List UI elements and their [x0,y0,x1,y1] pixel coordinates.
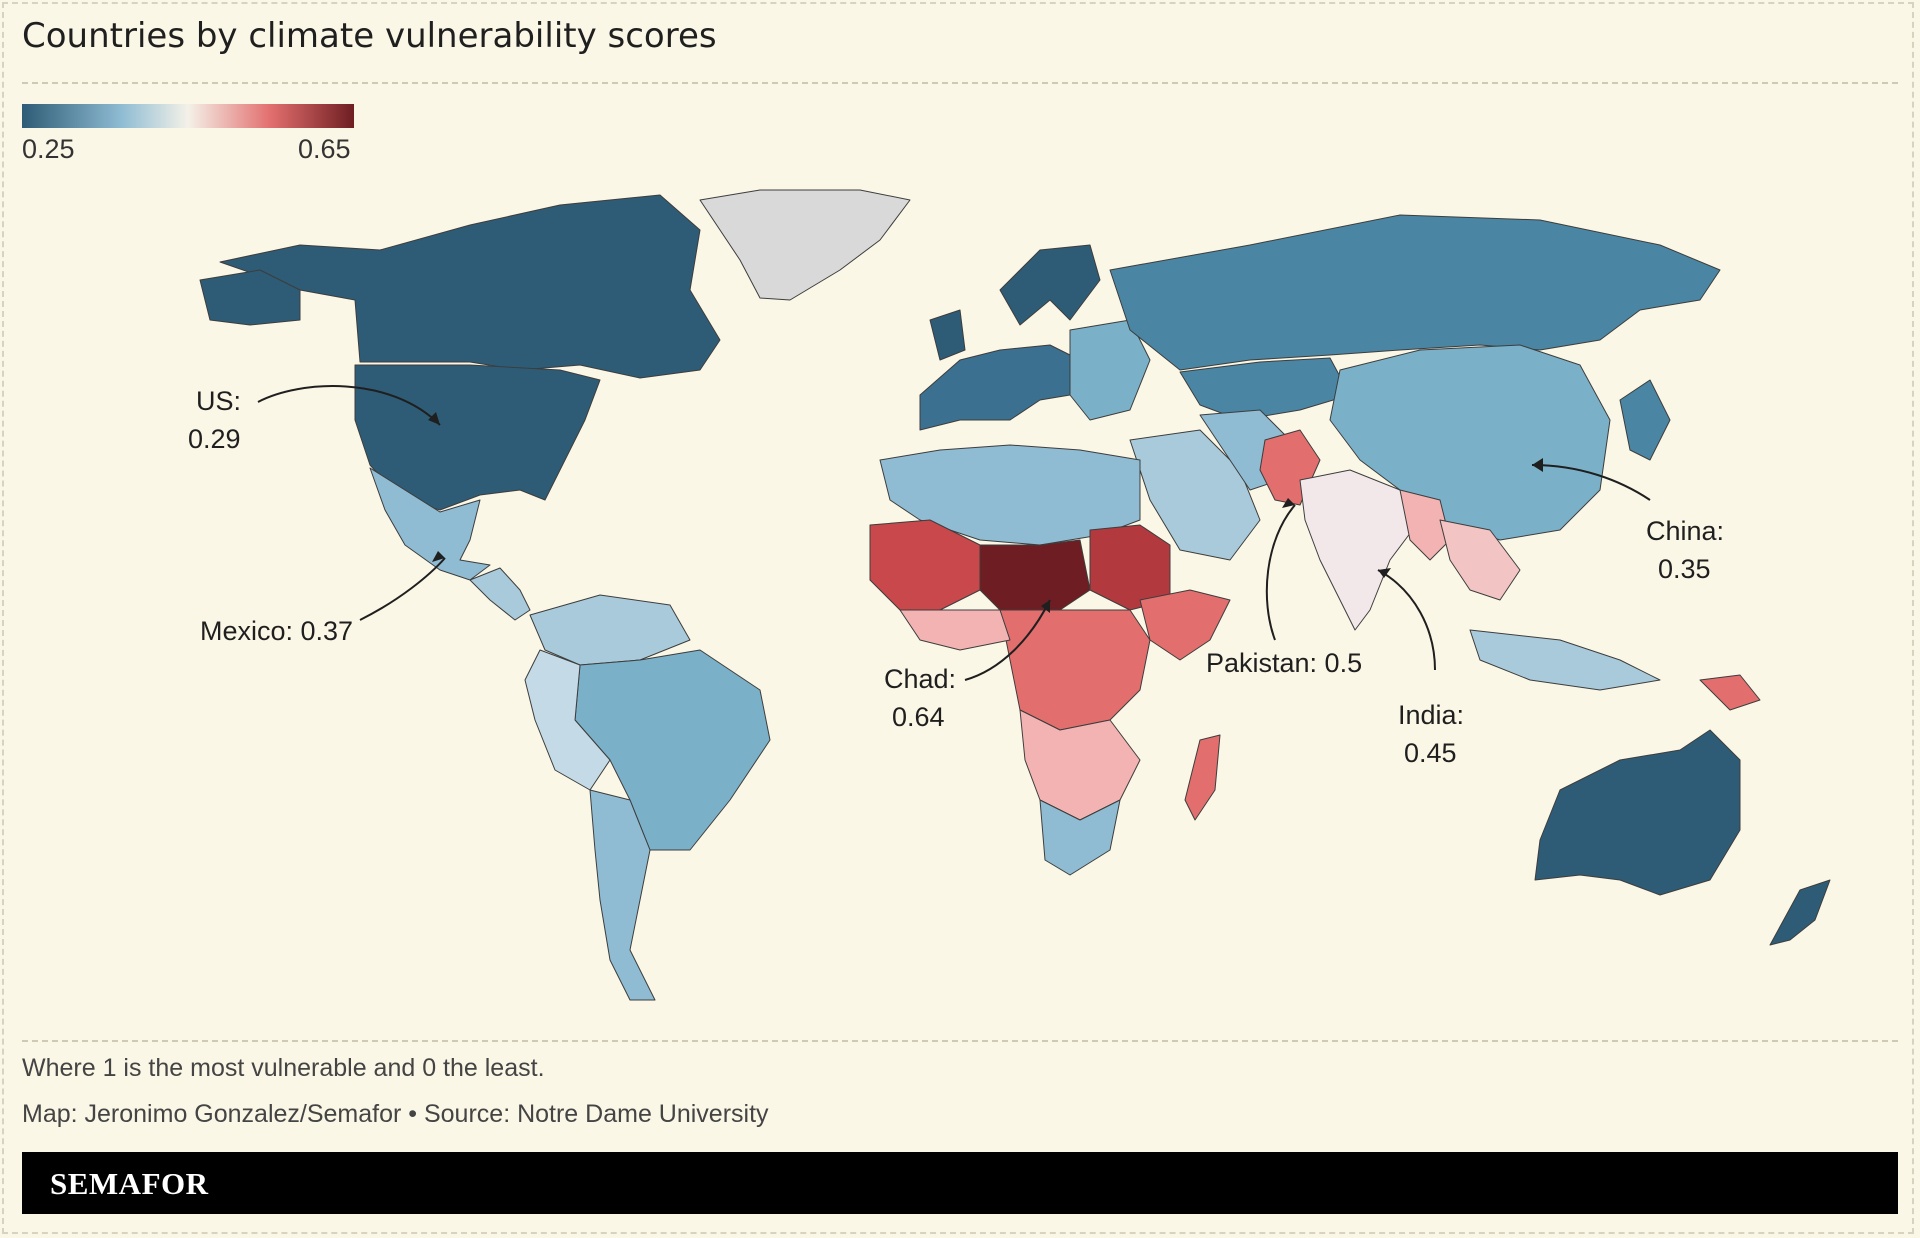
bangladesh-myanmar [1399,489,1451,561]
footer-bar: SEMAFOR [22,1152,1898,1214]
color-scale-legend [22,104,354,128]
india [1299,469,1421,631]
japan-korea [1619,379,1671,461]
kazakhstan [1179,357,1351,421]
us-arrowhead [428,412,440,425]
colombia-venezuela [529,594,691,666]
indonesia [1469,629,1661,691]
russia [1109,214,1721,371]
canada [219,194,721,379]
top-divider [22,82,1898,84]
papua-new-guinea [1699,674,1761,711]
world-map: US: 0.29 Mexico: 0.37 Chad: 0.64 Pakista… [188,189,1831,1001]
scandinavia [999,244,1101,326]
credit-line: Map: Jeronimo Gonzalez/Semafor • Source:… [22,1100,769,1128]
map-title: Countries by climate vulnerability score… [22,16,717,56]
argentina-chile [589,789,656,1001]
south-africa [1039,799,1121,876]
china [1329,344,1611,541]
india-label-value: 0.45 [1404,738,1457,768]
india-label-name: India: [1398,700,1464,730]
chad-label-name: Chad: [884,664,956,694]
legend-max-label: 0.65 [298,134,351,164]
mexico-arrow [359,557,446,621]
mexico-label: Mexico: 0.37 [200,616,353,646]
china-arrowhead [1532,458,1543,472]
india-arrowhead [1378,568,1391,578]
us-arrow [257,385,441,426]
chad-label-value: 0.64 [892,702,945,732]
semafor-logo: SEMAFOR [50,1166,209,1201]
mexico [369,467,491,581]
niger-chad [979,539,1091,611]
us-label-name: US: [196,386,241,416]
us-label-value: 0.29 [188,424,241,454]
australia [1534,729,1741,896]
central-america [469,567,531,621]
footnote: Where 1 is the most vulnerable and 0 the… [22,1054,545,1082]
new-zealand [1769,879,1831,946]
pakistan-label: Pakistan: 0.5 [1206,648,1362,678]
southeast-asia [1439,519,1521,601]
india-arrow [1377,569,1436,671]
china-arrow [1531,464,1651,501]
mexico-arrowhead [432,551,445,562]
central-africa [999,609,1151,731]
middle-east [1129,429,1261,561]
greenland [699,189,911,301]
china-label-value: 0.35 [1658,554,1711,584]
uk [929,309,966,361]
sahel-west [869,519,981,611]
alaska [199,269,301,326]
pakistan-arrowhead [1282,498,1295,508]
bottom-divider [22,1040,1898,1042]
chad-arrow [964,599,1051,681]
madagascar [1184,734,1221,821]
united-states [354,364,601,511]
chad-arrowhead [1041,600,1050,613]
west-africa-coast [899,609,1011,651]
southern-africa [1019,709,1141,821]
pakistan-arrow [1265,504,1296,641]
legend-min-label: 0.25 [22,134,75,164]
china-label-name: China: [1646,516,1724,546]
